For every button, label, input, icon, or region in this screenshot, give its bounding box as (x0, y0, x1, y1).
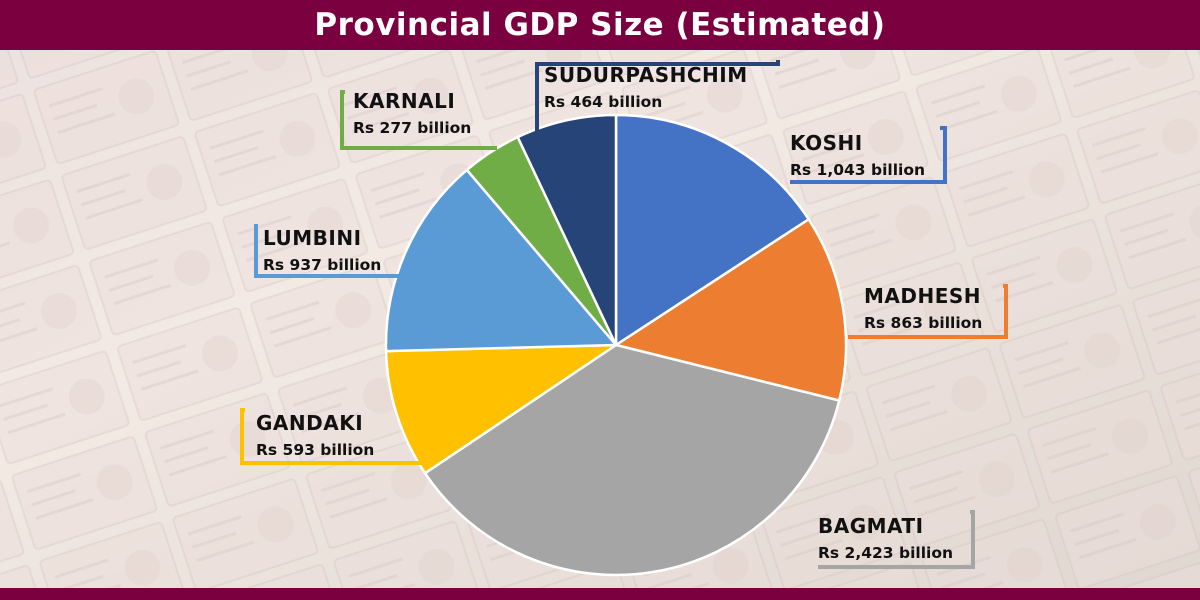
pie-slice-koshi (614, 113, 811, 348)
slice-label-lumbini: LUMBINI (263, 226, 362, 250)
slice-value-lumbini: Rs 937 billion (263, 256, 381, 274)
callout-line-gandaki (240, 408, 428, 465)
chart-title: Provincial GDP Size (Estimated) (314, 7, 886, 43)
slice-label-karnali: KARNALI (353, 89, 455, 113)
pie-slices (384, 113, 848, 577)
slice-label-koshi: KOSHI (790, 131, 863, 155)
slice-callouts: KOSHI Rs 1,043 billion MADHESH Rs 863 billi… (240, 60, 1008, 569)
slice-label-sudurpashchim: SUDURPASHCHIM (544, 63, 748, 87)
callout-line-koshi (790, 126, 947, 184)
callout-line-bagmati (818, 510, 975, 569)
slice-value-madhesh: Rs 863 billion (864, 314, 982, 332)
pie-slice-lumbini (384, 168, 619, 353)
slice-value-sudurpashchim: Rs 464 billion (544, 93, 662, 111)
pie-slice-bagmati (423, 343, 841, 577)
callout-line-madhesh (848, 284, 1008, 339)
slice-value-bagmati: Rs 2,423 billion (818, 544, 953, 562)
chart-area: KOSHI Rs 1,043 billion MADHESH Rs 863 billi… (0, 50, 1200, 588)
title-bar: Provincial GDP Size (Estimated) (0, 0, 1200, 50)
slice-label-madhesh: MADHESH (864, 284, 981, 308)
pie-chart: KOSHI Rs 1,043 billion MADHESH Rs 863 billi… (0, 50, 1200, 588)
callout-line-lumbini (254, 224, 399, 278)
pie-slice-gandaki (384, 343, 621, 475)
pie-slice-sudurpashchim (516, 113, 618, 346)
slice-value-karnali: Rs 277 billion (353, 119, 471, 137)
callout-line-karnali (340, 90, 497, 150)
bottom-bar (0, 588, 1200, 600)
callout-line-sudurpashchim (535, 60, 780, 132)
slice-value-gandaki: Rs 593 billion (256, 441, 374, 459)
slice-label-bagmati: BAGMATI (818, 514, 924, 538)
pie-slice-madhesh (612, 217, 848, 403)
slice-value-koshi: Rs 1,043 billion (790, 161, 925, 179)
slice-label-gandaki: GANDAKI (256, 411, 363, 435)
